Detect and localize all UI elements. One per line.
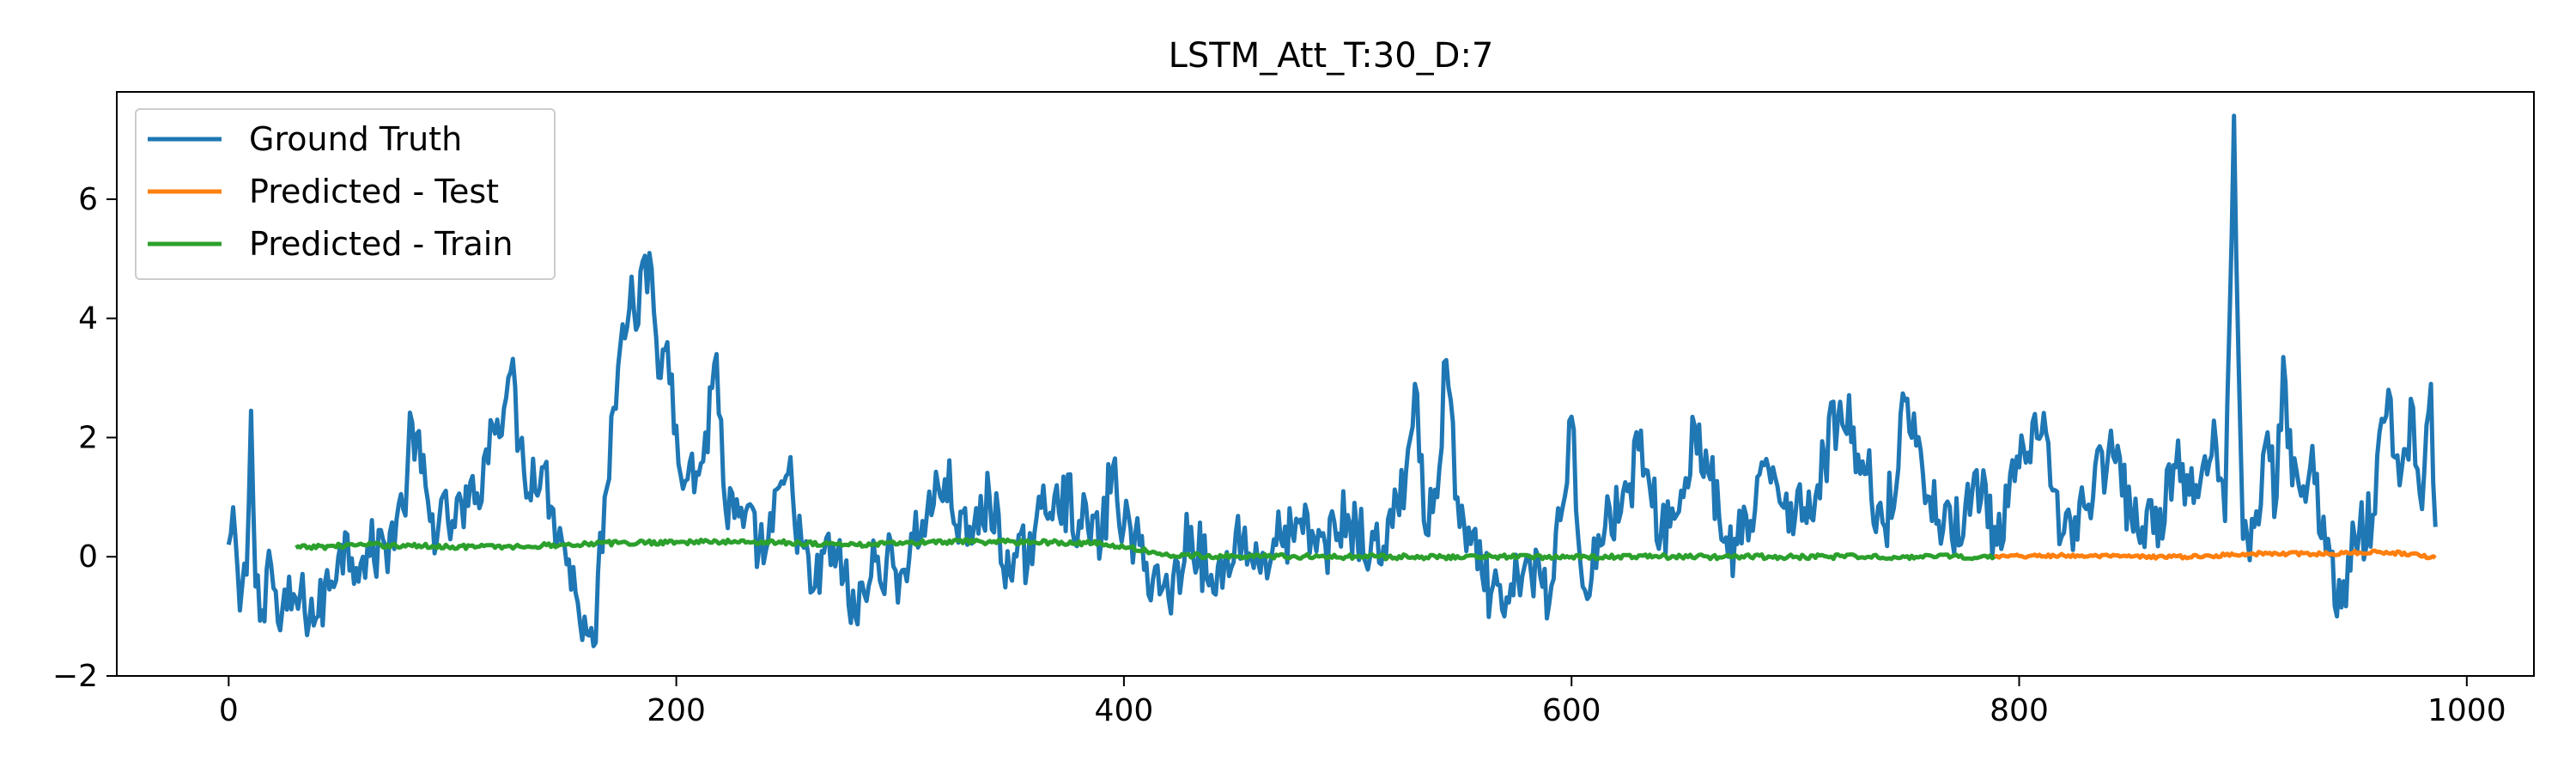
series-line-ground-truth [226,113,2438,648]
x-tick-label: 800 [1990,693,2049,728]
y-tick-label: −2 [52,659,98,694]
x-axis: 0 200 400 600 800 1000 [219,676,2506,728]
y-tick-label: 2 [78,420,98,455]
x-tick-label: 600 [1542,693,1601,728]
x-tick-label: 200 [647,693,706,728]
legend-label: Predicted - Train [249,225,513,263]
y-tick-label: 6 [78,182,98,217]
y-axis: −2 0 2 4 6 [52,182,117,694]
legend-label: Ground Truth [249,120,462,158]
y-tick-label: 0 [78,539,98,575]
series-layer [226,113,2438,648]
legend-label: Predicted - Test [249,173,499,210]
x-tick-label: 400 [1095,693,1154,728]
series-line-predicted-test [1994,548,2437,561]
series-line-predicted-train [295,537,1996,562]
x-tick-label: 1000 [2427,693,2506,728]
x-tick-label: 0 [219,693,239,728]
chart-title: LSTM_Att_T:30_D:7 [1169,36,1494,76]
legend: Ground Truth Predicted - Test Predicted - … [135,108,556,280]
y-tick-label: 4 [78,301,98,337]
legend-box [135,108,556,280]
